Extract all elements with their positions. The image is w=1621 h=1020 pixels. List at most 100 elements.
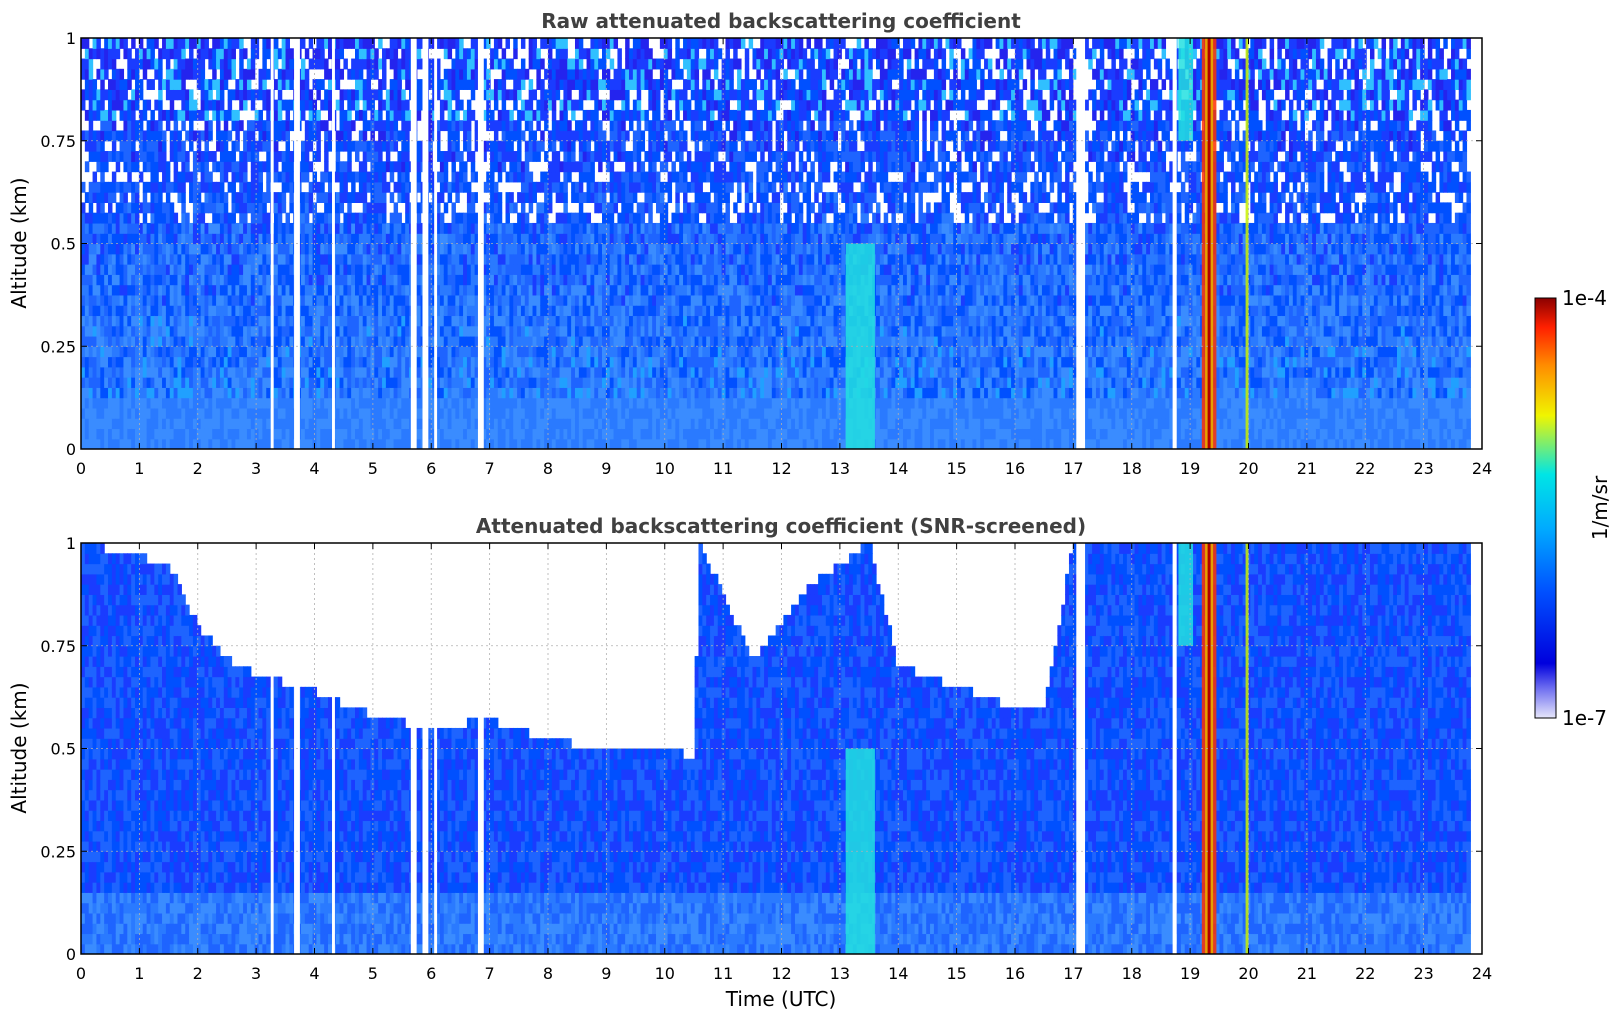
heat-cell [358,438,364,449]
heat-cell [320,38,325,49]
heat-cell [416,109,422,121]
heat-cell [385,418,391,430]
heat-cell [347,171,352,183]
heat-cell [239,418,244,430]
heat-cell [544,109,549,121]
heat-cell [389,294,395,306]
heat-cell [150,366,155,378]
heat-cell [393,243,399,255]
heat-cell [428,428,433,440]
heat-cell [405,418,410,430]
heat-cell [177,264,182,275]
heat-cell [459,243,464,255]
heat-cell [436,171,441,183]
heat-cell [405,130,410,142]
heat-cell [374,171,379,183]
heat-cell [428,68,433,80]
heat-cell [216,366,221,378]
heat-cell [490,305,495,317]
heat-cell [131,253,136,265]
heat-cell [108,284,113,296]
heat-cell [621,253,626,265]
heat-cell [115,48,121,60]
heat-cell [347,151,352,162]
heat-cell [493,397,499,409]
heat-cell [127,202,132,214]
heat-cell [378,335,383,347]
heat-cell [405,438,410,449]
heat-cell [393,315,399,327]
heat-cell [601,346,607,358]
heat-cell [243,335,248,347]
heat-cell [343,274,348,286]
heat-cell [540,79,545,90]
heat-cell [165,243,171,255]
heat-cell [158,366,163,378]
heat-cell [490,48,495,60]
heat-cell [204,130,209,142]
heat-cell [389,335,395,347]
heat-cell [443,181,449,193]
heat-cell [289,274,294,286]
heat-cell [131,140,136,152]
heat-cell [312,377,318,388]
heat-cell [104,438,109,449]
heat-cell [339,428,345,440]
heat-cell [304,151,310,162]
heat-cell [320,407,325,419]
heat-cell [181,89,186,101]
heat-cell [219,346,225,358]
heat-cell [169,212,175,224]
heat-cell [574,284,580,296]
heat-cell [486,305,491,317]
heat-cell [223,38,229,49]
heat-cell [451,274,456,286]
heat-cell [277,89,283,101]
heat-cell [351,294,356,306]
heat-cell [559,243,565,255]
heat-cell [173,140,179,152]
heat-cell [447,407,453,419]
heat-cell [559,377,565,388]
heat-cell [613,428,619,440]
heat-cell [266,222,271,234]
heat-cell [138,202,144,214]
heat-cell [490,151,495,162]
heat-cell [119,109,125,121]
heat-cell [254,171,260,183]
heat-cell [362,212,368,224]
heat-cell [439,222,445,234]
heat-cell [273,48,279,60]
heat-cell [366,397,372,409]
heat-cell [555,274,561,286]
heat-cell [559,284,565,296]
heat-cell [343,366,348,378]
heat-cell [92,397,98,409]
heat-cell [308,89,314,101]
heat-cell [366,264,372,275]
heat-cell [262,366,267,378]
heat-cell [520,264,526,275]
heat-cell [490,58,495,70]
heat-cell [300,202,306,214]
heat-cell [127,120,132,132]
heat-cell [165,356,171,368]
heat-cell [605,140,611,152]
heat-cell [196,38,202,49]
heat-cell [339,222,345,234]
heat-cell [243,243,248,255]
heat-cell [401,366,406,378]
heat-cell [138,253,144,265]
heat-cell [108,377,113,388]
heat-cell [324,253,329,265]
heat-cell [351,438,356,449]
heat-cell [165,109,171,121]
heat-cell [532,294,537,306]
heat-cell [594,387,599,399]
heat-cell [474,140,480,152]
heat-cell [497,366,503,378]
heat-cell [598,120,603,132]
heat-cell [235,356,240,368]
heat-cell [158,48,163,60]
heat-cell [490,253,495,265]
